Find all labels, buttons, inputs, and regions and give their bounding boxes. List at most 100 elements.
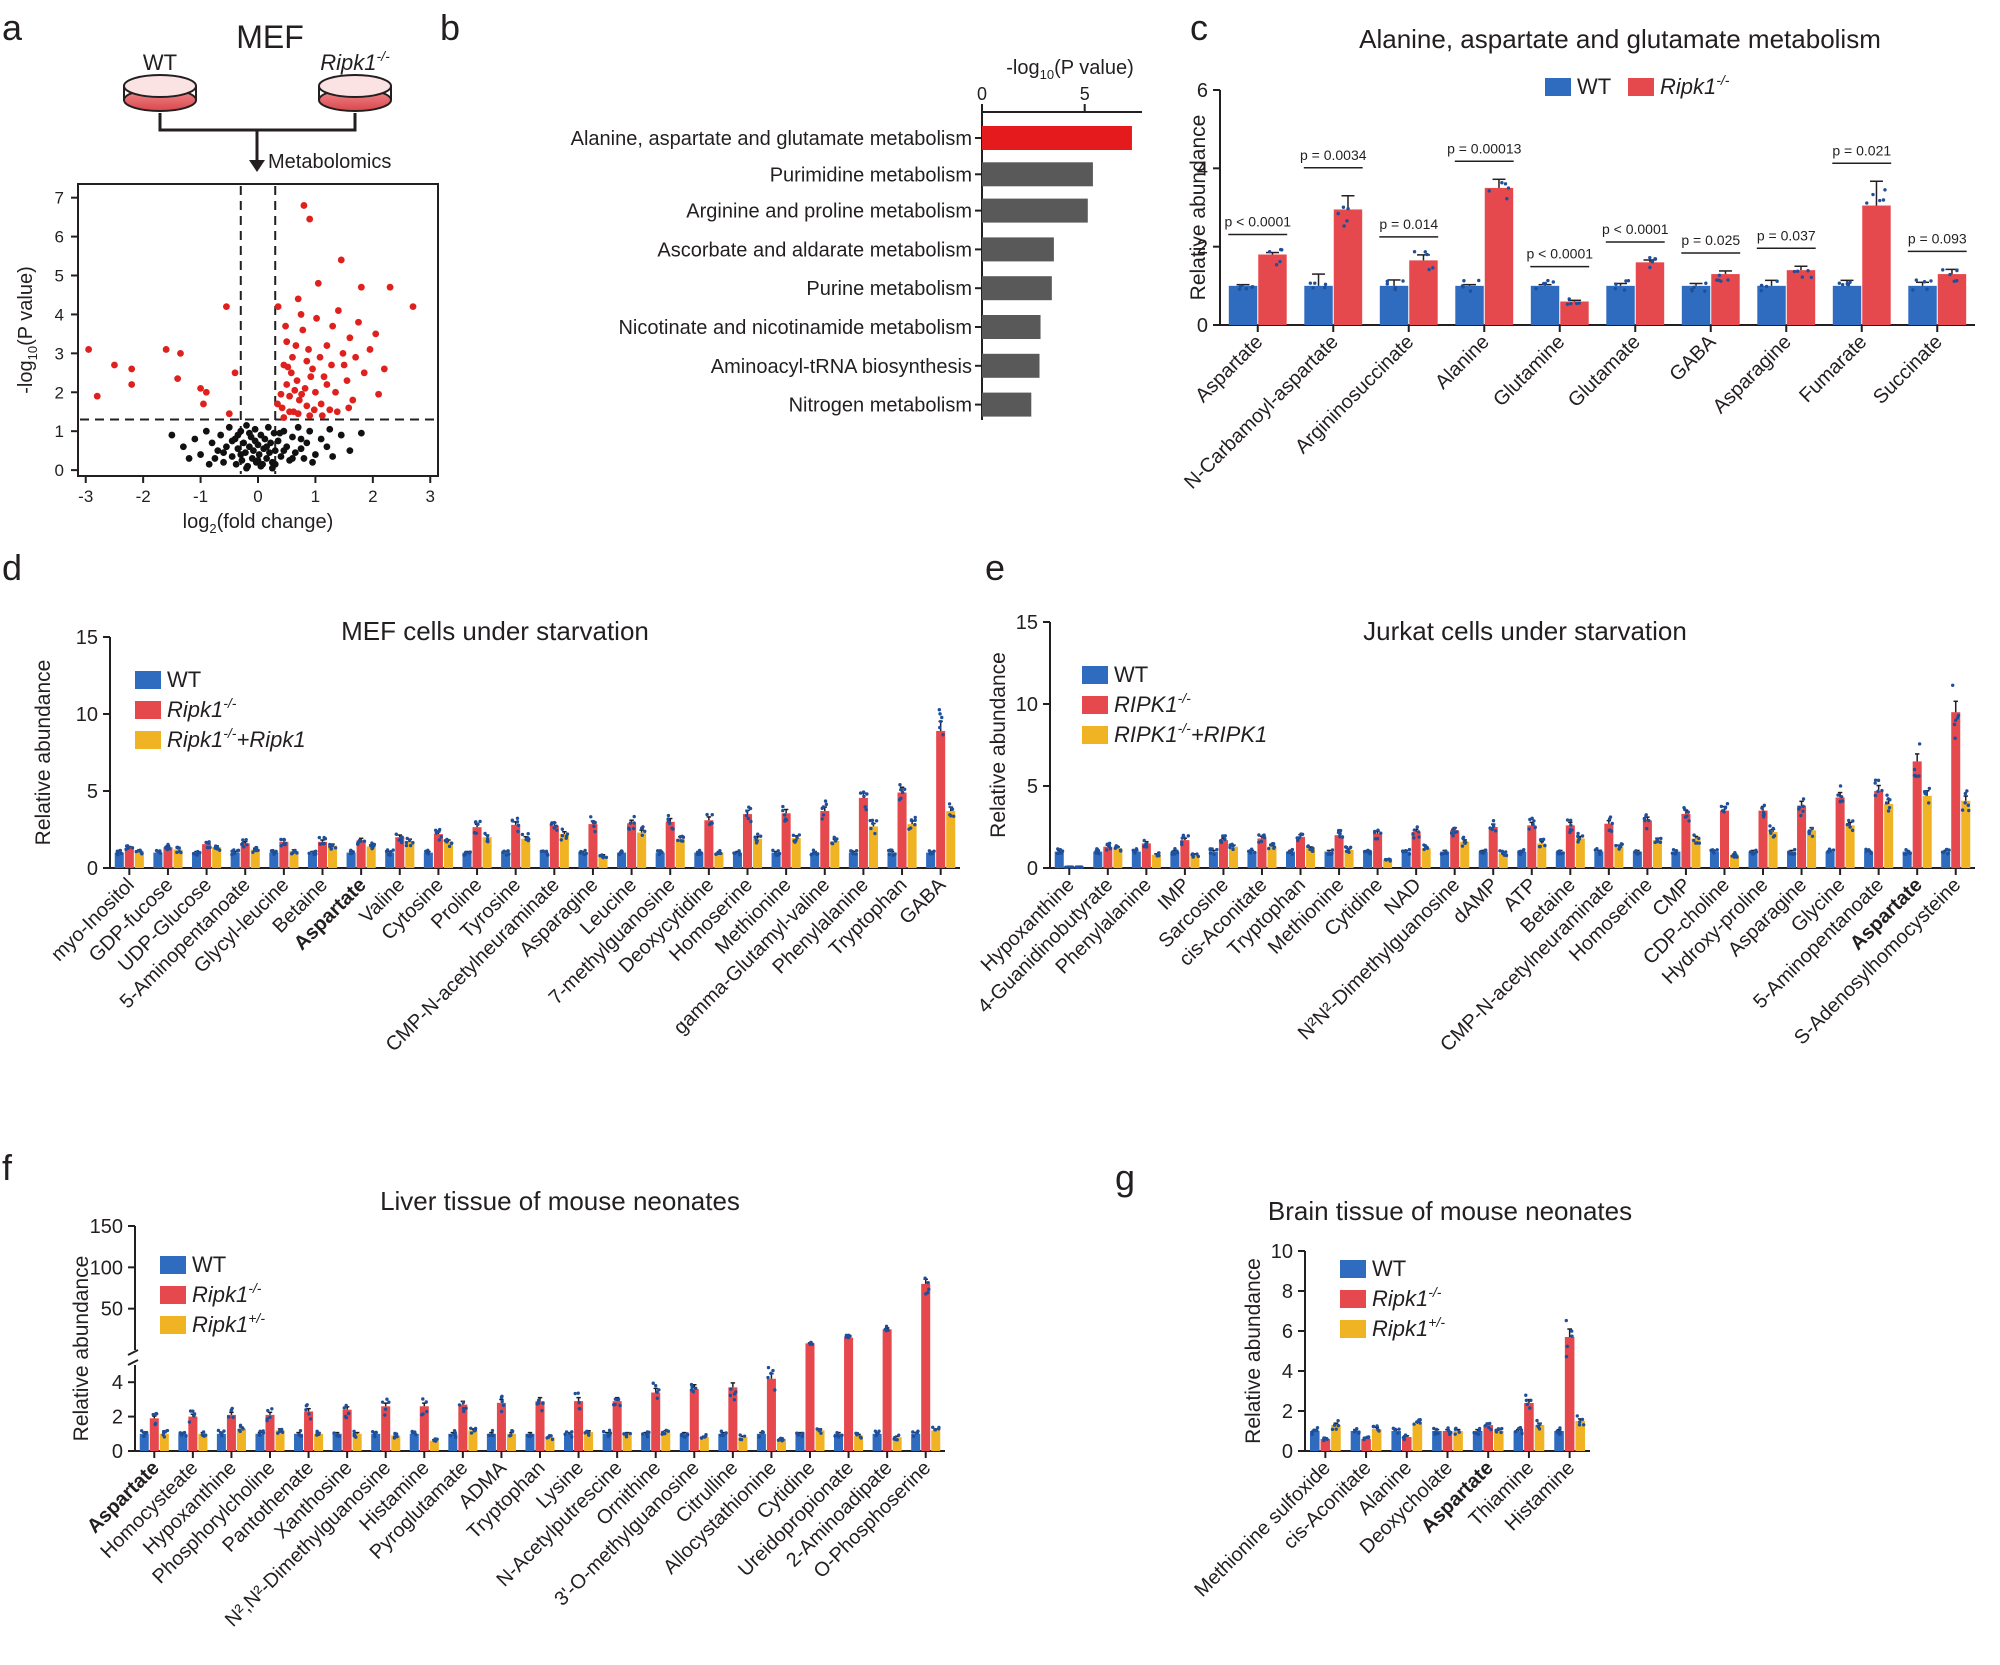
volcano-y-tick-label: 7	[55, 189, 64, 208]
data-point	[342, 1406, 346, 1410]
data-point	[1377, 1429, 1381, 1433]
bar-ripk1	[1711, 274, 1740, 325]
bar-ripk1	[574, 1401, 584, 1451]
volcano-point-nonsig	[271, 447, 279, 455]
data-point	[1343, 845, 1348, 849]
data-point	[797, 1432, 801, 1436]
bar-wt	[371, 1433, 381, 1451]
volcano-point-nonsig	[251, 437, 259, 445]
bar-wt	[887, 852, 897, 868]
data-point	[738, 853, 742, 857]
data-point	[1401, 279, 1405, 283]
data-point	[1257, 833, 1261, 837]
data-point	[555, 828, 559, 832]
data-point	[876, 1431, 880, 1436]
volcano-point-sig	[317, 400, 325, 408]
bar-wt	[269, 852, 279, 868]
data-point	[705, 812, 709, 817]
panel-label-a: a	[2, 7, 23, 48]
data-point	[873, 1429, 878, 1433]
legend-label-main: Ripk1	[167, 697, 223, 722]
data-point	[589, 815, 593, 819]
data-point	[433, 828, 438, 832]
mef-title: MEF	[236, 19, 304, 55]
data-point	[583, 848, 587, 853]
y-tick-label: 8	[1282, 1281, 1293, 1303]
bar-ripk1-ripk1	[1151, 854, 1161, 868]
bar-wt	[655, 852, 665, 868]
volcano-point-sig	[409, 303, 417, 311]
data-point	[545, 852, 549, 856]
data-point	[1517, 852, 1522, 856]
legend-swatch	[1082, 726, 1108, 744]
legend-label: Ripk1-/-+Ripk1	[167, 725, 306, 752]
data-point	[1376, 828, 1380, 832]
data-point	[290, 851, 294, 856]
data-point	[383, 1407, 388, 1411]
data-point	[550, 1437, 555, 1442]
data-point	[1449, 1430, 1453, 1435]
data-point	[1262, 833, 1266, 837]
data-point	[232, 851, 237, 856]
data-point	[330, 843, 335, 848]
data-point	[242, 845, 246, 849]
data-point	[690, 1385, 694, 1389]
data-point	[1407, 852, 1412, 856]
volcano-point-sig	[352, 353, 360, 361]
data-point	[1348, 845, 1353, 850]
data-point	[1346, 847, 1351, 852]
volcano-point-sig	[177, 349, 184, 357]
data-point	[1259, 839, 1264, 844]
volcano-point-nonsig	[214, 447, 222, 455]
data-point	[1416, 830, 1421, 834]
bar-ripk1-ripk1	[443, 841, 453, 868]
bar-ripk1	[468, 1430, 478, 1451]
data-point	[1871, 192, 1875, 197]
data-point	[824, 802, 829, 807]
data-point	[1231, 847, 1235, 852]
data-point	[383, 1413, 387, 1417]
legend-swatch	[160, 1316, 186, 1334]
data-point	[1837, 281, 1842, 285]
data-point	[1873, 781, 1877, 785]
data-point	[499, 1395, 504, 1400]
data-point	[1653, 840, 1657, 845]
chart-title: Brain tissue of mouse neonates	[1268, 1196, 1632, 1226]
data-point	[582, 853, 586, 857]
volcano-point-sig	[286, 392, 293, 400]
data-point	[1487, 1425, 1491, 1430]
volcano-point-sig	[225, 410, 233, 418]
data-point	[911, 1430, 915, 1434]
panel-label-e: e	[985, 547, 1005, 588]
data-point	[1483, 848, 1487, 852]
bar-ripk1	[1937, 274, 1967, 325]
pathway-bar	[982, 276, 1052, 301]
data-point	[317, 835, 322, 840]
data-point	[1411, 832, 1415, 836]
bar-ripk1	[1450, 830, 1460, 868]
data-point	[591, 819, 595, 824]
data-point	[1873, 793, 1878, 798]
volcano-point-sig	[366, 346, 374, 353]
data-point	[166, 842, 170, 847]
data-point	[1963, 801, 1967, 805]
data-point	[1533, 825, 1537, 830]
data-point	[424, 849, 428, 853]
data-point	[1520, 1431, 1524, 1436]
data-point	[1838, 800, 1842, 804]
bar-wt	[834, 1433, 844, 1451]
data-point	[385, 1397, 389, 1401]
bar-ripk1	[549, 825, 559, 868]
data-point	[279, 837, 283, 842]
data-point	[909, 826, 913, 830]
data-point	[1719, 279, 1723, 283]
data-point	[1575, 1414, 1579, 1418]
data-point	[322, 835, 326, 840]
data-point	[1315, 1428, 1319, 1433]
data-point	[501, 1403, 506, 1408]
data-point	[1953, 718, 1958, 723]
data-point	[870, 818, 875, 823]
volcano-point-sig	[372, 330, 380, 338]
data-point	[1415, 825, 1419, 829]
data-point	[641, 1432, 645, 1436]
